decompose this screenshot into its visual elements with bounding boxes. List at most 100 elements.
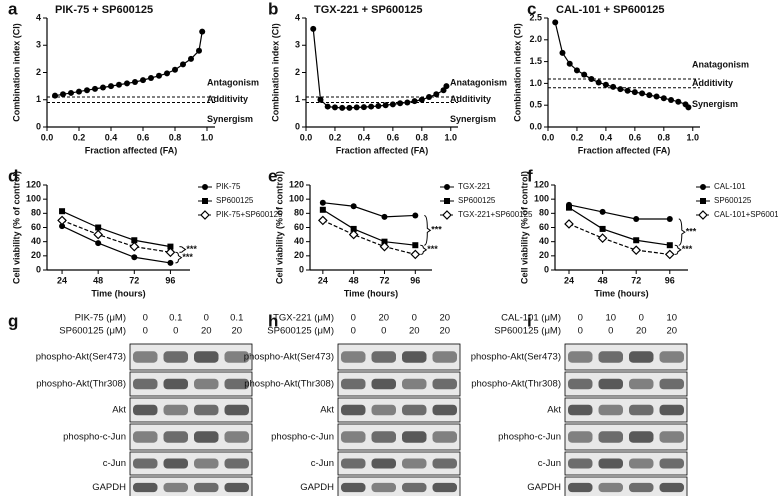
lane-value: 0 — [608, 326, 613, 337]
x-tick-label: 1.0 — [201, 132, 214, 142]
chart-title: CAL-101 + SP600125 — [556, 4, 665, 16]
marker — [412, 242, 419, 249]
marker — [167, 259, 174, 266]
marker — [319, 206, 326, 213]
band — [194, 458, 219, 469]
y-tick-label: 100 — [26, 194, 41, 204]
band — [629, 458, 654, 469]
legend-marker — [700, 198, 706, 204]
band — [341, 404, 366, 416]
band — [341, 431, 366, 443]
marker — [581, 71, 588, 78]
marker — [317, 96, 324, 103]
band — [133, 378, 158, 390]
band — [224, 431, 249, 443]
lane-value: 10 — [605, 313, 616, 324]
marker — [418, 96, 425, 103]
band — [598, 378, 623, 390]
significance-bracket — [179, 246, 187, 253]
marker — [60, 91, 66, 98]
y-tick-label: 0.5 — [529, 100, 542, 110]
y-tick-label: 80 — [539, 208, 549, 218]
lane-value: 0 — [204, 313, 209, 324]
series-line — [61, 219, 171, 253]
y-tick-label: 100 — [289, 194, 304, 204]
marker — [631, 89, 638, 96]
x-tick-label: 0.0 — [41, 132, 54, 142]
y-tick-label: 40 — [294, 236, 304, 246]
x-tick-label: 0.2 — [73, 132, 86, 142]
legend-label: PIK-75 — [216, 182, 241, 191]
band — [568, 378, 593, 390]
band — [659, 404, 684, 416]
row-label: c-Jun — [311, 458, 334, 469]
blot-frame — [564, 476, 688, 496]
marker — [588, 76, 595, 83]
band — [432, 458, 457, 469]
annotation: Additivity — [450, 94, 491, 104]
y-tick-label: 80 — [294, 208, 304, 218]
lane-value: 0 — [351, 326, 356, 337]
marker — [404, 99, 411, 106]
marker — [631, 245, 642, 256]
band — [432, 404, 457, 416]
marker — [156, 72, 162, 79]
marker — [433, 91, 440, 98]
marker — [131, 254, 138, 261]
band — [402, 351, 427, 363]
band — [432, 431, 457, 443]
marker — [196, 47, 202, 54]
band — [224, 351, 249, 363]
significance-label: *** — [182, 252, 193, 262]
band — [629, 351, 654, 363]
legend-label: CAL-101 — [714, 182, 746, 191]
marker — [131, 237, 138, 244]
x-tick-label: 72 — [129, 275, 139, 285]
marker — [443, 83, 450, 90]
x-tick-label: 0.4 — [105, 132, 118, 142]
condition-label: SP600125 (μM) — [59, 326, 126, 337]
band — [224, 378, 249, 390]
marker — [646, 92, 653, 99]
x-axis-label: Fraction affected (FA) — [85, 145, 178, 155]
legend-label: SP600125 — [714, 196, 752, 205]
marker — [317, 215, 328, 226]
annotation: Anatagonism — [450, 77, 507, 87]
row-label: phospho-c-Jun — [63, 432, 126, 443]
marker — [633, 237, 640, 244]
marker — [199, 28, 206, 35]
y-tick-label: 0 — [544, 264, 549, 274]
lane-value: 0 — [578, 326, 583, 337]
row-label: Akt — [547, 405, 561, 416]
marker — [633, 216, 640, 222]
x-tick-label: 0.0 — [300, 132, 313, 142]
band — [598, 351, 623, 363]
condition-label: CAL-101 (μM) — [501, 313, 561, 324]
band — [163, 482, 188, 493]
condition-label: PIK-75 (μM) — [75, 313, 126, 324]
y-tick-label: 2 — [36, 67, 41, 77]
lane-value: 0.1 — [169, 313, 182, 324]
x-tick-label: 0.4 — [358, 132, 371, 142]
y-tick-label: 2.0 — [529, 34, 542, 44]
row-label: phospho-Akt(Ser473) — [244, 352, 334, 363]
marker — [411, 98, 418, 105]
marker — [368, 103, 375, 110]
lane-value: 20 — [409, 326, 420, 337]
marker — [597, 233, 608, 243]
y-axis-label: Cell viability (% of control) — [519, 171, 529, 284]
marker — [124, 80, 130, 87]
condition-label: TGX-221 (μM) — [273, 313, 334, 324]
y-axis-label: Combination index (CI) — [270, 23, 280, 122]
legend-marker — [698, 210, 708, 220]
marker — [350, 203, 357, 210]
significance-label: *** — [431, 225, 442, 235]
marker — [348, 229, 359, 240]
band — [133, 458, 158, 469]
row-label: phospho-Akt(Thr308) — [244, 379, 334, 390]
band — [629, 482, 654, 493]
marker — [167, 243, 174, 250]
band — [598, 482, 623, 493]
series-line — [554, 22, 689, 108]
marker — [412, 212, 419, 219]
